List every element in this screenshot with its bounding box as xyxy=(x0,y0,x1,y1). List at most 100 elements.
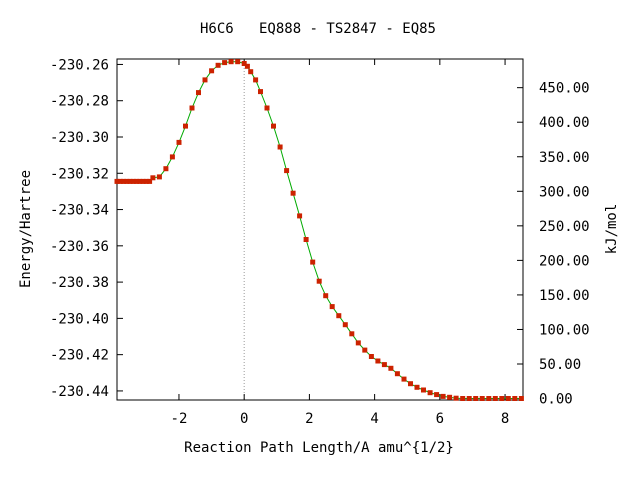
data-point xyxy=(228,59,234,65)
data-point xyxy=(329,304,335,310)
data-point xyxy=(284,168,290,174)
data-point xyxy=(342,322,348,328)
data-point xyxy=(512,396,518,401)
data-point xyxy=(271,123,276,129)
data-point xyxy=(121,178,126,184)
data-point xyxy=(209,68,215,74)
y2-tick-label: 350.00 xyxy=(539,150,590,166)
data-point xyxy=(183,123,188,129)
data-point xyxy=(264,105,270,111)
data-point xyxy=(368,354,374,359)
data-point xyxy=(316,278,322,284)
data-point xyxy=(479,396,485,401)
y2-axis-label: kJ/mol xyxy=(604,204,620,255)
chart-title: H6C6 EQ888 - TS2847 - EQ85 xyxy=(200,21,436,37)
data-point xyxy=(440,393,446,399)
x-tick-label: 0 xyxy=(240,411,248,427)
data-point xyxy=(349,331,355,337)
data-point xyxy=(169,154,175,160)
data-point xyxy=(176,139,182,145)
data-point xyxy=(414,384,420,390)
data-point xyxy=(137,178,143,184)
y-tick-label: -230.26 xyxy=(50,57,109,73)
data-point xyxy=(277,144,283,150)
y-tick-label: -230.40 xyxy=(50,311,109,327)
data-point xyxy=(336,313,342,319)
data-point xyxy=(253,77,259,83)
y2-tick-label: 100.00 xyxy=(539,322,590,338)
data-point xyxy=(427,390,433,396)
data-point xyxy=(421,387,426,393)
y2-tick-label: 450.00 xyxy=(539,81,590,97)
data-point xyxy=(222,60,228,66)
x-tick-label: 4 xyxy=(370,411,378,427)
data-point xyxy=(310,259,316,265)
data-point xyxy=(447,394,453,400)
y-tick-label: -230.34 xyxy=(50,203,109,219)
data-point xyxy=(466,396,472,401)
data-point xyxy=(114,178,120,184)
data-point xyxy=(355,340,361,346)
data-point xyxy=(130,178,136,184)
data-point xyxy=(147,178,153,184)
data-point xyxy=(127,178,133,184)
energy-curve xyxy=(117,61,522,399)
x-axis-label: Reaction Path Length/A amu^{1/2} xyxy=(184,440,454,456)
data-point xyxy=(235,59,241,65)
data-point xyxy=(499,396,505,401)
data-point xyxy=(323,293,329,299)
y-tick-label: -230.44 xyxy=(50,384,109,400)
data-point xyxy=(134,178,140,184)
y2-tick-label: 300.00 xyxy=(539,184,590,200)
data-point xyxy=(460,396,466,401)
y2-tick-label: 200.00 xyxy=(539,253,590,269)
data-point xyxy=(150,175,156,181)
x-tick-label: 2 xyxy=(305,411,313,427)
y-tick-label: -230.28 xyxy=(50,94,109,110)
data-point xyxy=(244,63,250,69)
y-axis-label: Energy/Hartree xyxy=(18,170,34,288)
data-point xyxy=(375,358,381,364)
data-point xyxy=(381,362,387,368)
data-point xyxy=(189,105,195,111)
plot-frame xyxy=(116,58,524,401)
data-point xyxy=(202,77,208,83)
y-tick-label: -230.36 xyxy=(50,239,109,255)
x-tick-label: -2 xyxy=(171,411,188,427)
y2-tick-label: 250.00 xyxy=(539,219,590,235)
data-point xyxy=(140,178,146,184)
data-point xyxy=(163,166,169,172)
plot-area: -2 0 2 4 6 8 -230.26 -230.28 -230.30 -230.32 -230.… xyxy=(50,57,590,427)
y-tick-label: -230.30 xyxy=(50,130,109,146)
y-tick-label: -230.32 xyxy=(50,166,109,182)
data-point xyxy=(473,396,479,401)
data-point xyxy=(290,190,296,196)
data-point xyxy=(486,396,492,401)
data-point xyxy=(505,396,511,401)
data-point xyxy=(394,371,400,377)
data-point xyxy=(388,365,394,371)
y-tick-label: -230.42 xyxy=(50,348,109,364)
x-tick-label: 8 xyxy=(501,411,509,427)
data-point xyxy=(401,376,407,382)
y2-tick-label: 0.00 xyxy=(539,392,573,408)
data-point xyxy=(124,178,130,184)
data-point xyxy=(362,347,368,353)
data-point xyxy=(303,237,309,242)
data-point xyxy=(297,213,303,219)
x-tick-label: 6 xyxy=(436,411,444,427)
data-point xyxy=(408,381,413,387)
data-point xyxy=(215,62,221,68)
y2-tick-label: 50.00 xyxy=(539,357,581,373)
data-point xyxy=(117,178,123,184)
data-point xyxy=(453,395,459,401)
data-point xyxy=(518,396,524,401)
y2-tick-label: 400.00 xyxy=(539,115,590,131)
y-tick-label: -230.38 xyxy=(50,275,109,291)
data-point xyxy=(492,396,498,401)
data-point xyxy=(248,69,254,75)
data-point xyxy=(241,61,247,66)
y2-tick-label: 150.00 xyxy=(539,288,590,304)
data-point xyxy=(143,178,149,184)
